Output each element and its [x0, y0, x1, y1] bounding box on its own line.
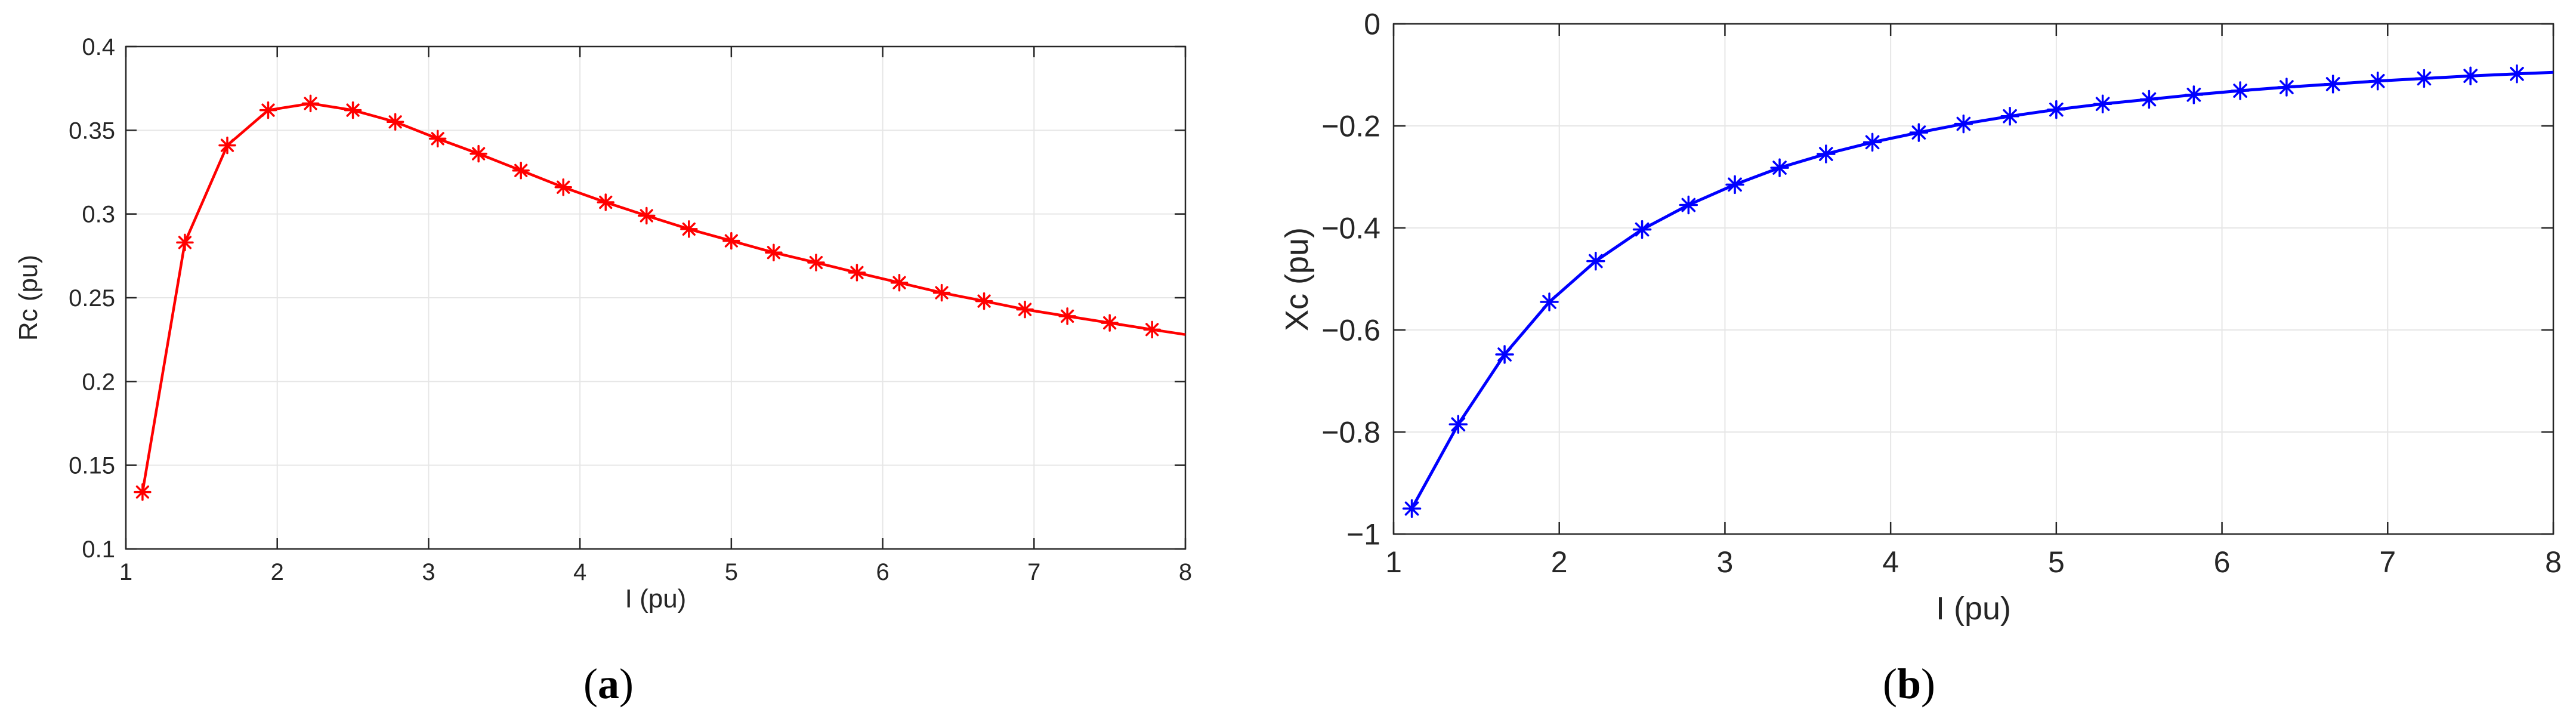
data-point-b [1817, 144, 1836, 163]
data-point-a [638, 206, 656, 225]
x-tick-label-b: 5 [2048, 545, 2065, 579]
data-point-b [1909, 123, 1929, 142]
data-point-b [2231, 81, 2250, 100]
y-tick-label-b: 0 [1364, 8, 1380, 41]
data-point-a [512, 161, 530, 180]
panel-caption-a: (a) [583, 660, 634, 708]
data-point-b [2047, 100, 2066, 119]
data-point-a [1016, 300, 1034, 319]
series-line-b [1410, 70, 2554, 510]
x-axis-label-a: I (pu) [625, 584, 687, 613]
data-point-b [1402, 499, 1422, 518]
data-point-b [1954, 114, 1973, 134]
data-point-a [218, 136, 236, 155]
y-axis-label-b: Xc (pu) [1279, 227, 1315, 331]
data-point-b [1586, 251, 1605, 271]
chart-panel-a: 1 2 3 4 5 6 7 80.10.150.20.250.30.350.4 I (pu) … [14, 34, 1192, 708]
series-a [134, 94, 1186, 501]
y-tick-label-b: −0.2 [1321, 110, 1380, 143]
data-point-b [2368, 72, 2387, 91]
data-point-b [2323, 75, 2343, 94]
data-point-a [1101, 314, 1119, 332]
series-line-a [141, 102, 1186, 492]
panel-label-a: a [598, 660, 619, 708]
data-point-a [259, 101, 277, 119]
grid-a [125, 46, 1186, 550]
data-point-a [134, 483, 152, 501]
x-tick-label-a: 1 [119, 559, 132, 585]
y-tick-label-a: 0.1 [82, 536, 115, 563]
x-axis-label-b: I (pu) [1936, 591, 2011, 627]
data-point-b [1770, 158, 1789, 177]
panel-caption-b: (b) [1883, 660, 1935, 708]
y-tick-label-a: 0.25 [69, 285, 115, 311]
y-tick-label-b: −0.6 [1321, 314, 1380, 347]
ticks-a: 1 2 3 4 5 6 7 8 0.1 0.15 0.2 0.25 0.3 0.35 0.4 [69, 34, 1192, 585]
data-point-b [1679, 195, 1698, 215]
x-tick-label-a: 8 [1179, 559, 1192, 585]
data-point-b [1862, 132, 1882, 152]
y-tick-label-a: 0.4 [82, 34, 115, 60]
panel-label-b: b [1897, 660, 1921, 708]
x-tick-label-b: 4 [1882, 545, 1899, 579]
data-point-a [722, 232, 740, 250]
x-tick-label-b: 3 [1717, 545, 1734, 579]
data-point-a [1058, 307, 1076, 325]
grid-b [1393, 23, 2554, 535]
y-tick-label-b: −1 [1346, 518, 1380, 551]
data-point-a [807, 254, 825, 271]
data-point-b [2277, 78, 2296, 97]
data-point-b [1495, 345, 1514, 364]
data-point-b [2461, 66, 2480, 85]
data-point-b [2414, 69, 2434, 88]
data-point-a [975, 292, 993, 310]
x-tick-label-b: 1 [1385, 545, 1402, 579]
chart-panel-b: 1 2 3 4 5 6 7 8 −1 −0.8 −0.6 −0.4 −0.2 0 I (pu) Xc (p… [1279, 8, 2562, 708]
y-tick-label-a: 0.35 [69, 118, 115, 144]
series-b [1402, 64, 2554, 518]
x-tick-label-b: 2 [1551, 545, 1568, 579]
y-tick-label-a: 0.15 [69, 453, 115, 479]
data-point-b [2184, 85, 2204, 104]
x-tick-label-b: 6 [2214, 545, 2231, 579]
data-point-b [1448, 415, 1468, 434]
x-tick-label-b: 7 [2379, 545, 2396, 579]
ticks-b: 1 2 3 4 5 6 7 8 −1 −0.8 −0.6 −0.4 −0.2 0 [1321, 8, 2562, 579]
data-point-a [597, 193, 615, 211]
data-point-b [1725, 175, 1744, 195]
y-axis-label-a: Rc (pu) [14, 255, 43, 341]
data-point-a [470, 144, 487, 163]
plot-frame-b [1392, 23, 2555, 535]
data-point-a [765, 243, 783, 261]
data-point-a [932, 283, 951, 302]
x-tick-label-a: 6 [876, 559, 889, 585]
x-tick-label-a: 3 [422, 559, 435, 585]
data-point-a [301, 94, 320, 113]
data-point-a [848, 264, 866, 282]
data-point-b [2000, 107, 2019, 126]
data-point-a [1143, 320, 1161, 339]
data-point-a [554, 178, 572, 196]
y-tick-label-b: −0.8 [1321, 416, 1380, 449]
data-point-b [2507, 64, 2526, 84]
data-point-a [680, 220, 698, 238]
x-tick-label-a: 7 [1027, 559, 1040, 585]
data-point-b [1540, 292, 1559, 311]
data-point-a [890, 273, 909, 292]
data-point-b [2139, 90, 2159, 109]
y-tick-label-b: −0.4 [1321, 212, 1380, 245]
data-point-b [2093, 94, 2112, 113]
data-point-b [1632, 220, 1652, 239]
x-tick-label-a: 5 [725, 559, 738, 585]
x-tick-label-b: 8 [2545, 545, 2562, 579]
data-point-a [344, 101, 362, 119]
data-point-a [428, 129, 447, 148]
data-point-a [176, 233, 194, 252]
y-tick-label-a: 0.3 [82, 202, 115, 228]
x-tick-label-a: 2 [271, 559, 284, 585]
x-tick-label-a: 4 [573, 559, 586, 585]
y-tick-label-a: 0.2 [82, 369, 115, 395]
data-point-a [386, 113, 404, 131]
